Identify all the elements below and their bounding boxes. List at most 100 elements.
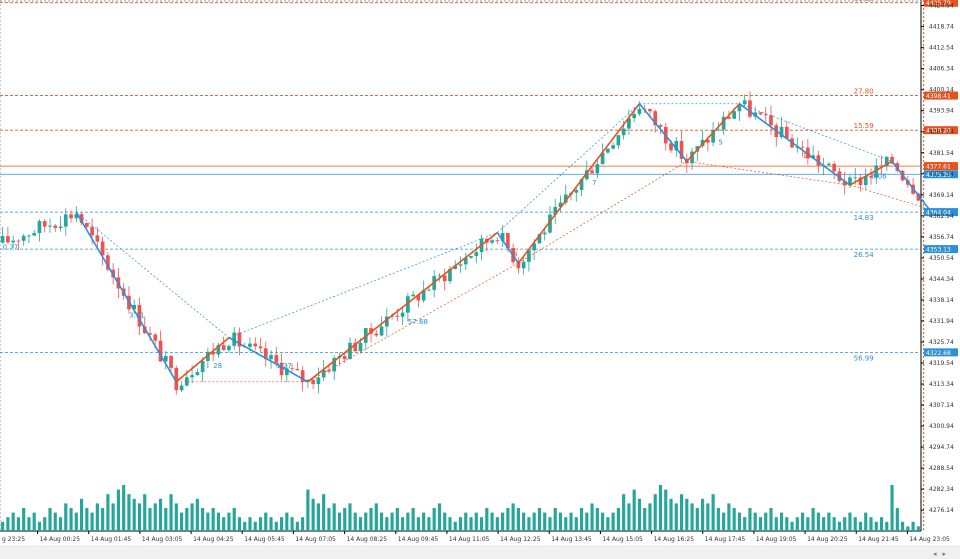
volume-bar [222,517,226,531]
zigzag-segment [496,232,520,264]
level-ratio-2: 15.59 [854,122,874,130]
volume-bar [469,517,473,531]
candle-body [58,226,63,228]
candle-body [458,264,463,266]
candle-body [632,113,637,119]
volume-bar [411,508,415,531]
chart-label-6: 7 [592,179,596,187]
candle-body [537,234,542,244]
volume-bar [116,489,120,531]
volume-bar [532,512,536,531]
volume-bar [916,526,920,531]
candle-body [169,355,173,368]
candle-body [69,214,73,219]
volume-bar [269,517,273,531]
volume-bar [795,517,799,531]
volume-bar [132,498,136,531]
candle-body [379,326,384,336]
level-tag-text-3: 4364.04 [926,210,951,217]
volume-bar [516,508,520,531]
volume-bar [148,508,152,531]
candle-body [616,135,621,146]
volume-bar [879,517,884,531]
scroll-left-icon[interactable]: ◂ [932,550,943,558]
chart-label-3: 1.27 [276,362,292,370]
candle-body [506,232,510,249]
volume-bar [901,521,905,531]
volume-bar [443,512,447,531]
volume-bar [401,517,405,531]
candle-body [200,360,205,373]
chart-label-1: 3.11 [129,311,145,319]
chart-scroll-controls[interactable]: ◂▸ [933,550,952,558]
volume-bar [211,508,215,531]
volume-bar [237,517,242,531]
volume-bar [706,503,710,531]
volume-bar [101,508,105,531]
x-tick-label: 14 Aug 05:45 [244,536,285,543]
volume-bar [558,512,563,531]
y-tick-label: 4412.54 [929,45,954,52]
volume-bar [479,517,484,531]
zigzag-segment [738,103,851,186]
volume-bar [569,512,573,531]
volume-bar [501,512,505,531]
y-tick-label: 4356.74 [929,234,954,241]
volume-bar [806,517,810,531]
candle-body [627,118,631,129]
candle-body [206,351,210,361]
candle-body [90,226,94,236]
volume-bar [295,521,299,531]
pattern-guide [518,161,687,264]
y-tick-label: 4393.94 [929,108,954,115]
volume-bar [106,494,110,531]
candle-body [869,176,873,178]
volume-bar [822,517,826,531]
volume-bar [158,498,163,531]
candle-body [332,357,337,372]
y-tick-label: 4300.94 [929,423,954,430]
candle-body [100,241,105,256]
volume-bar [658,485,663,531]
zigzag-segment [175,337,230,383]
volume-bar [732,508,736,531]
candle-body [174,367,179,391]
y-tick-label: 4362.94 [929,213,954,220]
candle-body [763,114,768,116]
volume-bar [74,512,78,531]
candle-body [448,268,452,282]
ask-tag [924,162,958,171]
volume-bar [685,498,689,531]
volume-bar [590,503,594,531]
volume-bar [169,494,173,531]
candle-body [216,345,221,355]
candle-body [706,139,710,143]
candle-body [690,151,694,164]
candle-body [137,304,142,327]
candle-body [795,147,800,149]
zigzag-segment [849,160,893,186]
volume-bar [748,508,752,531]
volume-bar [679,494,684,531]
volume-bar [774,517,778,531]
candle-body [769,115,773,126]
volume-bar [85,508,89,531]
candle-body [890,156,894,164]
volume-bar [285,512,289,531]
volume-bar [306,489,310,531]
candle-body [563,194,568,203]
chart-label-7: 5 [718,138,722,146]
volume-bar [801,512,805,531]
candle-body [279,362,284,376]
volume-bar [648,503,652,531]
level-tag-text-4: 4353.13 [926,247,951,254]
volume-bar [811,508,815,531]
volume-bar [764,512,768,531]
volume-bar [437,503,442,531]
volume-bar [290,517,294,531]
level-tag-0 [924,0,958,7]
volume-bar [216,512,220,531]
scroll-right-icon[interactable]: ▸ [942,550,952,558]
volume-bar [695,508,699,531]
